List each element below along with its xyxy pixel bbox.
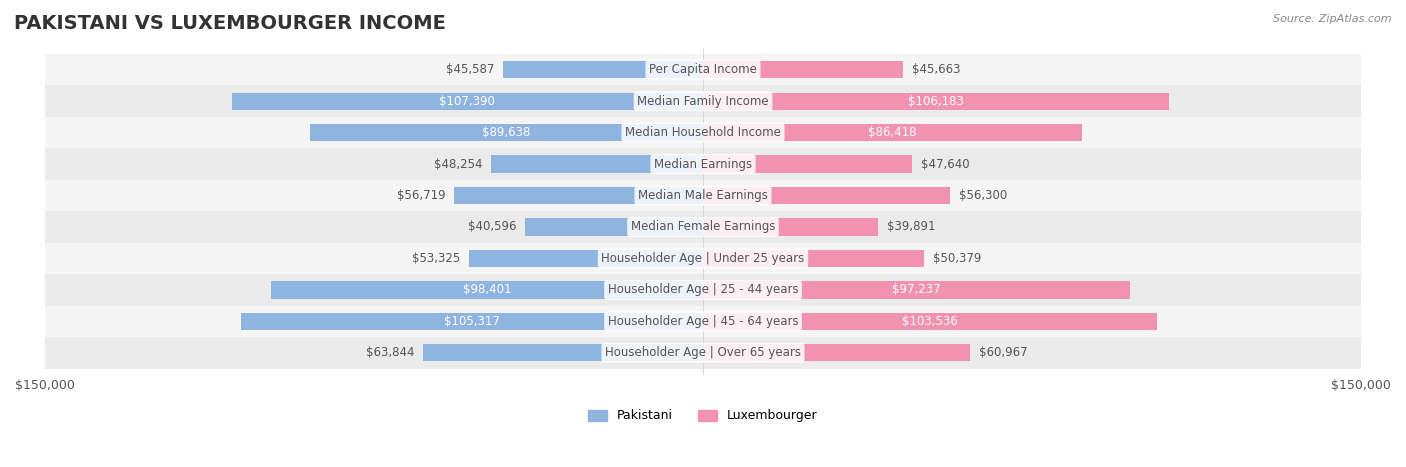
Bar xyxy=(45,211,1361,243)
Text: $98,401: $98,401 xyxy=(463,283,512,297)
Bar xyxy=(45,54,1361,85)
Bar xyxy=(703,281,1129,298)
Text: $106,183: $106,183 xyxy=(908,95,965,108)
Text: $60,967: $60,967 xyxy=(979,347,1028,359)
Bar xyxy=(703,187,950,204)
Text: $45,587: $45,587 xyxy=(446,63,495,76)
Bar xyxy=(232,92,703,110)
Bar xyxy=(703,92,1168,110)
Bar xyxy=(454,187,703,204)
Bar xyxy=(703,344,970,361)
Bar xyxy=(45,337,1361,368)
Text: $89,638: $89,638 xyxy=(482,126,530,139)
Text: Median Family Income: Median Family Income xyxy=(637,95,769,108)
Bar xyxy=(45,180,1361,211)
Bar xyxy=(703,250,924,267)
Bar xyxy=(703,156,912,173)
Text: $40,596: $40,596 xyxy=(468,220,516,234)
Bar xyxy=(703,313,1157,330)
Text: Median Household Income: Median Household Income xyxy=(626,126,780,139)
Bar xyxy=(491,156,703,173)
Text: $45,663: $45,663 xyxy=(912,63,960,76)
Text: PAKISTANI VS LUXEMBOURGER INCOME: PAKISTANI VS LUXEMBOURGER INCOME xyxy=(14,14,446,33)
Bar xyxy=(470,250,703,267)
Bar xyxy=(45,149,1361,180)
Bar xyxy=(423,344,703,361)
Text: Householder Age | 25 - 44 years: Householder Age | 25 - 44 years xyxy=(607,283,799,297)
Text: $39,891: $39,891 xyxy=(887,220,935,234)
Text: Source: ZipAtlas.com: Source: ZipAtlas.com xyxy=(1274,14,1392,24)
Text: Householder Age | 45 - 64 years: Householder Age | 45 - 64 years xyxy=(607,315,799,328)
Text: $56,300: $56,300 xyxy=(959,189,1007,202)
Legend: Pakistani, Luxembourger: Pakistani, Luxembourger xyxy=(583,404,823,427)
Text: $105,317: $105,317 xyxy=(444,315,501,328)
Text: Householder Age | Under 25 years: Householder Age | Under 25 years xyxy=(602,252,804,265)
Text: Median Earnings: Median Earnings xyxy=(654,157,752,170)
Bar xyxy=(45,117,1361,149)
Bar xyxy=(524,219,703,236)
Text: $56,719: $56,719 xyxy=(396,189,446,202)
Text: Householder Age | Over 65 years: Householder Age | Over 65 years xyxy=(605,347,801,359)
Text: $47,640: $47,640 xyxy=(921,157,969,170)
Bar xyxy=(45,85,1361,117)
Text: Median Female Earnings: Median Female Earnings xyxy=(631,220,775,234)
Bar xyxy=(309,124,703,142)
Text: $53,325: $53,325 xyxy=(412,252,460,265)
Bar xyxy=(45,305,1361,337)
Bar xyxy=(45,243,1361,274)
Text: Per Capita Income: Per Capita Income xyxy=(650,63,756,76)
Text: $103,536: $103,536 xyxy=(903,315,957,328)
Bar xyxy=(240,313,703,330)
Text: $50,379: $50,379 xyxy=(932,252,981,265)
Text: $86,418: $86,418 xyxy=(869,126,917,139)
Text: $97,237: $97,237 xyxy=(891,283,941,297)
Bar xyxy=(703,219,877,236)
Text: Median Male Earnings: Median Male Earnings xyxy=(638,189,768,202)
Bar xyxy=(271,281,703,298)
Bar xyxy=(703,124,1083,142)
Text: $63,844: $63,844 xyxy=(366,347,415,359)
Bar xyxy=(503,61,703,78)
Text: $107,390: $107,390 xyxy=(440,95,495,108)
Bar xyxy=(45,274,1361,305)
Bar xyxy=(703,61,903,78)
Text: $48,254: $48,254 xyxy=(434,157,482,170)
